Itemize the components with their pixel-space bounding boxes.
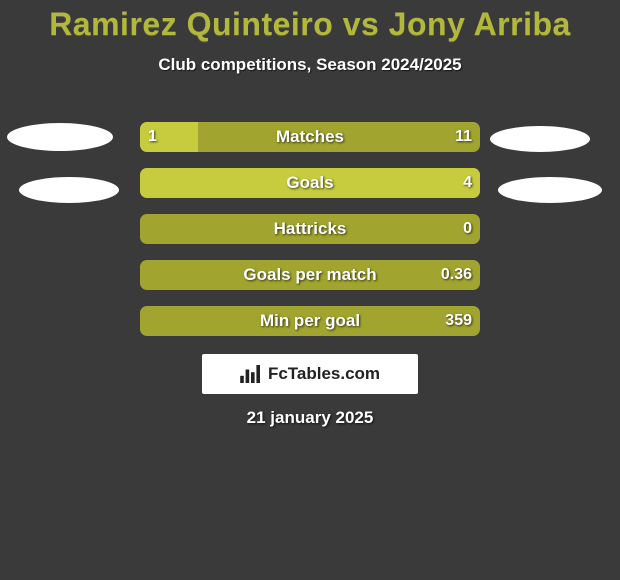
stat-value-right: 0.36 [441, 260, 472, 290]
brand-badge: FcTables.com [202, 354, 418, 394]
stat-value-right: 359 [445, 306, 472, 336]
stat-bar-track [140, 168, 480, 198]
barchart-icon [240, 365, 262, 383]
comparison-infographic: Ramirez Quinteiro vs Jony Arriba Club co… [0, 0, 620, 580]
stat-value-right: 11 [455, 122, 472, 152]
stat-bar-track [140, 260, 480, 290]
stat-rows: Matches111Goals4Hattricks0Goals per matc… [0, 122, 620, 352]
stat-value-right: 4 [463, 168, 472, 198]
page-subtitle: Club competitions, Season 2024/2025 [0, 55, 620, 75]
stat-value-right: 0 [463, 214, 472, 244]
brand-text: FcTables.com [268, 364, 380, 384]
stat-row: Min per goal359 [0, 306, 620, 352]
page-title: Ramirez Quinteiro vs Jony Arriba [0, 0, 620, 43]
stat-row: Hattricks0 [0, 214, 620, 260]
stat-bar-fill [140, 168, 480, 198]
stat-bar-track [140, 306, 480, 336]
stat-value-left: 1 [148, 122, 157, 152]
stat-row: Matches111 [0, 122, 620, 168]
stat-row: Goals4 [0, 168, 620, 214]
date-stamp: 21 january 2025 [0, 408, 620, 428]
stat-row: Goals per match0.36 [0, 260, 620, 306]
stat-bar-track [140, 214, 480, 244]
stat-bar-track [140, 122, 480, 152]
